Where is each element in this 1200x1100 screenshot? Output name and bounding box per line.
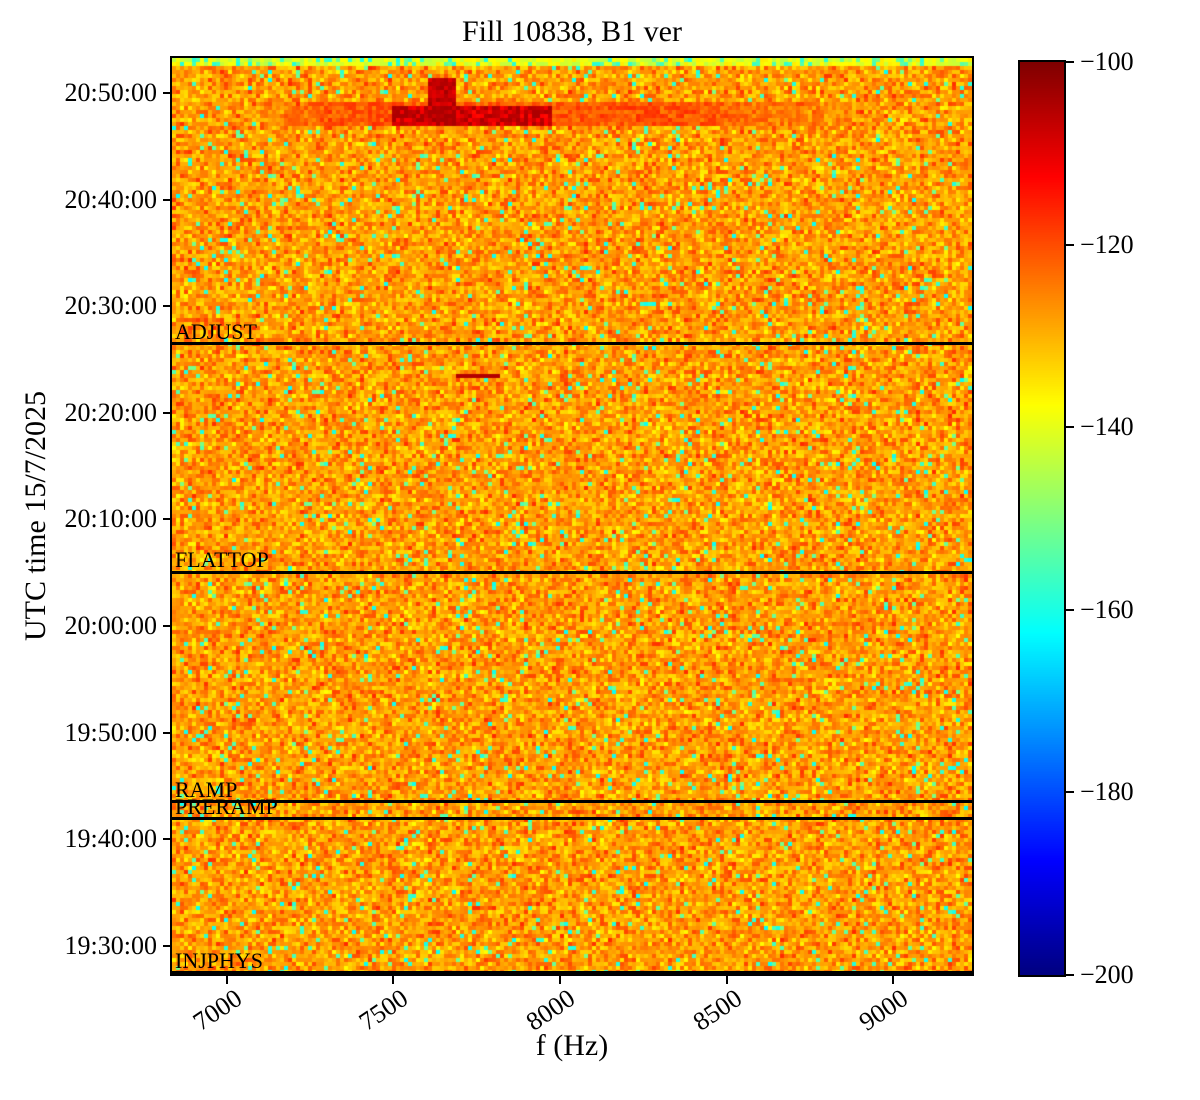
- event-line-flattop: [172, 570, 972, 574]
- event-label-ramp: RAMP: [175, 776, 238, 802]
- chart-title: Fill 10838, B1 ver: [461, 15, 682, 48]
- x-tick-mark: [892, 975, 895, 984]
- y-tick-mark: [163, 625, 172, 628]
- y-tick-label: 20:50:00: [64, 78, 157, 107]
- colorbar-tick-mark: [1066, 61, 1074, 63]
- y-tick-mark: [163, 411, 172, 414]
- colorbar-tick-mark: [1066, 426, 1074, 429]
- colorbar-tick-label: −100: [1080, 47, 1134, 76]
- event-line-injphys: [172, 971, 972, 975]
- y-tick-label: 19:30:00: [64, 930, 157, 960]
- colorbar-gradient: [1020, 62, 1064, 975]
- event-label-flattop: FLATTOP: [175, 547, 269, 573]
- y-tick-label: 20:10:00: [64, 504, 157, 534]
- colorbar-tick-label: −120: [1080, 229, 1134, 259]
- event-label-injphys: INJPHYS: [175, 947, 264, 973]
- event-line-adjust: [172, 342, 972, 346]
- y-tick-mark: [163, 305, 172, 308]
- event-line-ramp: [172, 800, 972, 804]
- event-label-preramp: PRERAMP: [175, 793, 278, 819]
- x-tick-mark: [392, 975, 395, 984]
- y-tick-label: 19:40:00: [64, 824, 157, 854]
- colorbar-tick-mark: [1066, 974, 1074, 976]
- y-tick-mark: [163, 838, 172, 841]
- plot-area: [170, 56, 974, 976]
- y-tick-label: 20:20:00: [64, 397, 157, 427]
- y-tick-label: 20:30:00: [64, 291, 157, 321]
- y-axis-label: UTC time 15/7/2025: [19, 391, 52, 641]
- colorbar-tick-label: −200: [1080, 960, 1134, 989]
- event-line-preramp: [172, 817, 972, 821]
- x-axis-label: f (Hz): [535, 1029, 609, 1062]
- colorbar-tick-label: −160: [1080, 594, 1134, 624]
- y-tick-mark: [163, 944, 172, 947]
- x-tick-mark: [225, 975, 228, 984]
- y-tick-mark: [163, 198, 172, 201]
- event-label-adjust: ADJUST: [175, 318, 257, 344]
- y-tick-label: 19:50:00: [64, 717, 157, 747]
- y-tick-mark: [163, 92, 172, 94]
- y-tick-mark: [163, 731, 172, 734]
- y-tick-label: 20:40:00: [64, 184, 157, 214]
- colorbar: [1018, 60, 1066, 977]
- x-tick-mark: [559, 975, 561, 984]
- colorbar-tick-mark: [1066, 243, 1074, 246]
- x-tick-mark: [725, 975, 728, 984]
- spectrogram-heatmap: [172, 58, 972, 974]
- colorbar-tick-label: −180: [1080, 777, 1134, 807]
- y-tick-mark: [163, 518, 172, 521]
- y-tick-label: 20:00:00: [64, 611, 157, 641]
- colorbar-tick-label: −140: [1080, 412, 1134, 442]
- colorbar-tick-mark: [1066, 791, 1074, 794]
- colorbar-tick-mark: [1066, 608, 1074, 611]
